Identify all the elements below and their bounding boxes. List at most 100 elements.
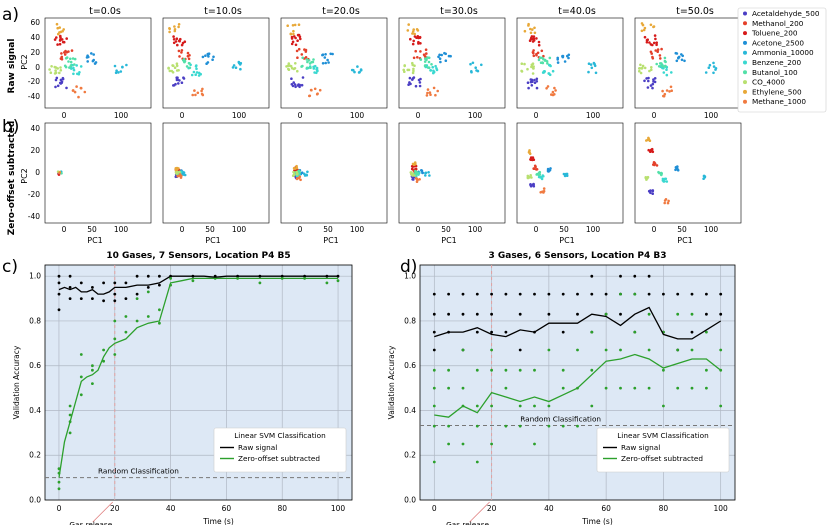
scatter-point: [475, 404, 479, 408]
scatter-point: [676, 312, 680, 316]
pca-point: [72, 68, 76, 72]
pca-point: [663, 201, 666, 205]
pca-point: [297, 47, 301, 51]
pca-point: [298, 83, 302, 87]
pca-point: [296, 56, 299, 59]
scatter-point: [447, 424, 450, 428]
pca-point: [287, 67, 290, 71]
pca-point: [535, 86, 539, 90]
pca-point: [419, 50, 422, 53]
pca-point: [416, 56, 419, 59]
pca-point: [429, 69, 433, 72]
pca-point: [172, 41, 176, 45]
scatter-point: [57, 308, 61, 312]
pca-point: [529, 156, 533, 159]
pca-point: [178, 55, 181, 58]
scatter-point: [91, 297, 94, 300]
pca-point: [290, 35, 294, 39]
scatter-point: [57, 274, 61, 278]
pca-point: [323, 56, 327, 59]
scatter-point: [518, 348, 522, 352]
pca-point: [650, 66, 653, 69]
x-tick-label: 0: [180, 111, 185, 120]
pca-point: [191, 93, 194, 97]
scatter-point: [79, 375, 83, 379]
pca-point: [551, 90, 555, 94]
pca-point: [665, 68, 668, 71]
pca-point: [196, 91, 200, 95]
pca-point: [424, 171, 427, 175]
pca-point: [310, 60, 313, 64]
pca-point: [639, 71, 643, 75]
x-axis-label: PC1: [559, 236, 575, 245]
scatter-point: [576, 348, 579, 352]
scatter-point: [690, 386, 694, 390]
pca-point: [432, 70, 436, 74]
pca-point: [639, 63, 642, 67]
pca-point: [312, 58, 315, 61]
scatter-point: [576, 292, 579, 296]
pca-point: [181, 41, 185, 45]
scatter-point: [135, 292, 139, 296]
gas-release-label: Gas release: [69, 520, 112, 525]
x-axis-label: PC1: [441, 236, 457, 245]
pca-point: [708, 63, 712, 67]
pca-point: [651, 86, 654, 90]
scatter-point: [547, 312, 551, 316]
scatter-point: [447, 368, 450, 372]
pca-point: [535, 80, 539, 83]
scatter-point: [432, 312, 436, 316]
pca-point: [712, 71, 715, 75]
pca-point: [83, 90, 87, 94]
scatter-point: [633, 292, 637, 296]
pca-point: [537, 40, 541, 44]
scatter-point: [57, 480, 61, 484]
pca-point: [56, 67, 59, 70]
pca-point: [676, 165, 679, 168]
scatter-point: [158, 308, 161, 312]
pca-point: [551, 93, 555, 97]
scatter-point: [561, 386, 565, 390]
scatter-point: [590, 330, 594, 334]
scatter-point: [576, 424, 579, 428]
pca-point: [535, 168, 539, 171]
pca-point: [75, 64, 78, 67]
pca-point: [197, 74, 201, 77]
pca-point: [675, 59, 679, 63]
pca-point: [587, 70, 590, 74]
pca-point: [194, 65, 198, 68]
pca-point: [58, 71, 61, 75]
plot-frame: [419, 264, 736, 501]
pca-point: [315, 71, 318, 75]
scatter-point: [158, 274, 161, 278]
pca-point: [177, 82, 180, 85]
scatter-point: [547, 404, 551, 408]
pca-point: [428, 174, 431, 177]
scatter-point: [461, 292, 465, 296]
pca-raw-panel: [398, 17, 506, 109]
x-tick-label: 50: [559, 225, 569, 234]
pca-point: [114, 71, 118, 75]
pca-point: [194, 93, 197, 97]
legend-label: Butanol_100: [752, 68, 798, 77]
y-tick-label: 0.2: [29, 451, 41, 460]
legend-label: Ammonia_10000: [752, 48, 814, 57]
pca-point: [54, 85, 57, 89]
pca-point: [676, 168, 680, 171]
pca-point: [647, 79, 650, 83]
time-title: t=20.0s: [322, 6, 360, 17]
pca-point: [415, 180, 419, 183]
x-tick-label: 0: [416, 225, 421, 234]
pca-point: [182, 76, 185, 79]
scatter-point: [604, 312, 608, 316]
pca-point: [411, 165, 415, 168]
pca-point: [309, 66, 312, 69]
x-tick-label: 60: [601, 504, 611, 513]
pca-point: [425, 94, 429, 97]
pca-point: [532, 35, 536, 38]
pca-point: [663, 59, 667, 63]
y-tick-label: 1.0: [404, 272, 416, 281]
scatter-point: [490, 348, 493, 352]
scatter-point: [325, 281, 329, 285]
